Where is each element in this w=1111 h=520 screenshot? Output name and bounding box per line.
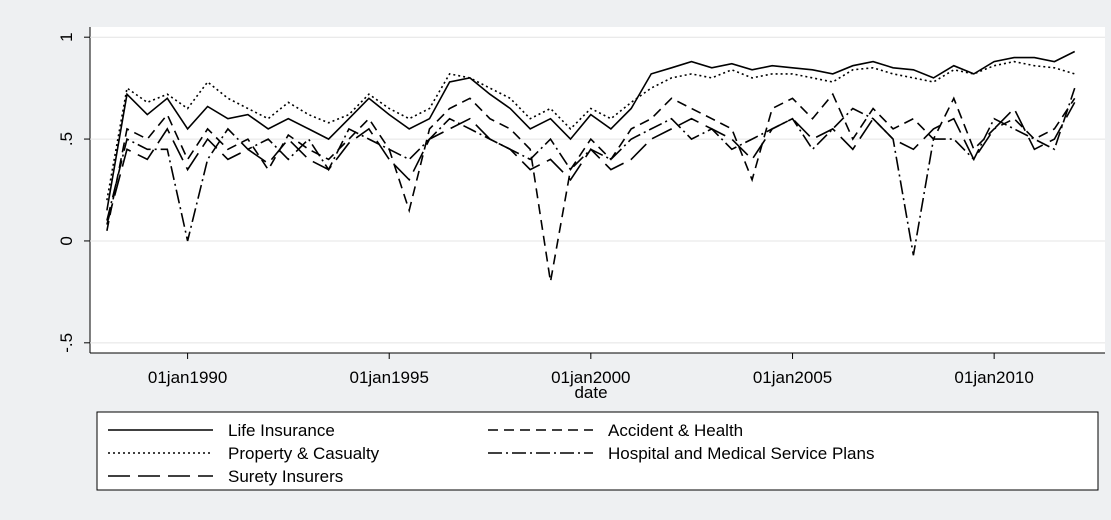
legend-label: Accident & Health — [608, 421, 743, 440]
legend-label: Hospital and Medical Service Plans — [608, 444, 874, 463]
series-line — [106, 92, 1076, 282]
x-tick-label: 01jan2005 — [753, 368, 832, 387]
legend — [96, 411, 1099, 491]
y-tick-label: .5 — [57, 132, 76, 146]
x-tick-label: 01jan1990 — [148, 368, 227, 387]
x-axis-label: date — [574, 383, 607, 402]
legend-label: Surety Insurers — [228, 467, 343, 486]
series-line — [106, 50, 1076, 211]
series-line — [106, 102, 1076, 225]
legend-label: Life Insurance — [228, 421, 335, 440]
legend-label: Property & Casualty — [228, 444, 380, 463]
y-tick-label: 0 — [57, 236, 76, 245]
x-tick-label: 01jan1995 — [350, 368, 429, 387]
x-tick-label: 01jan2000 — [551, 368, 630, 387]
plot-area — [90, 27, 1105, 353]
y-tick-label: -.5 — [57, 333, 76, 353]
x-tick-label: 01jan2010 — [954, 368, 1033, 387]
y-tick-label: 1 — [57, 32, 76, 41]
series-line — [106, 60, 1075, 201]
